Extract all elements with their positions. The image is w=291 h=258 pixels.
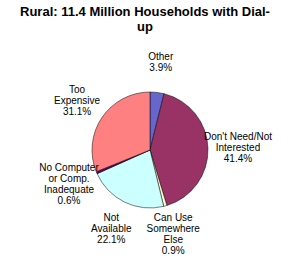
svg-text:No Computeror Comp.Inadequate0: No Computeror Comp.Inadequate0.6% bbox=[39, 162, 99, 206]
html-text:Rural: 11.4 Million Households: Rural: 11.4 Million Households with Dial… bbox=[20, 4, 270, 34]
svg-text:Don't Need/NotInterested41.4%: Don't Need/NotInterested41.4% bbox=[204, 131, 272, 164]
svg-text:TooExpensive31.1%: TooExpensive31.1% bbox=[54, 84, 101, 117]
svg-text:Can UseSomewhereElse0.9%: Can UseSomewhereElse0.9% bbox=[147, 212, 201, 256]
svg-text:NotAvailable22.1%: NotAvailable22.1% bbox=[91, 212, 132, 245]
svg-text:Other3.9%: Other3.9% bbox=[148, 51, 174, 73]
